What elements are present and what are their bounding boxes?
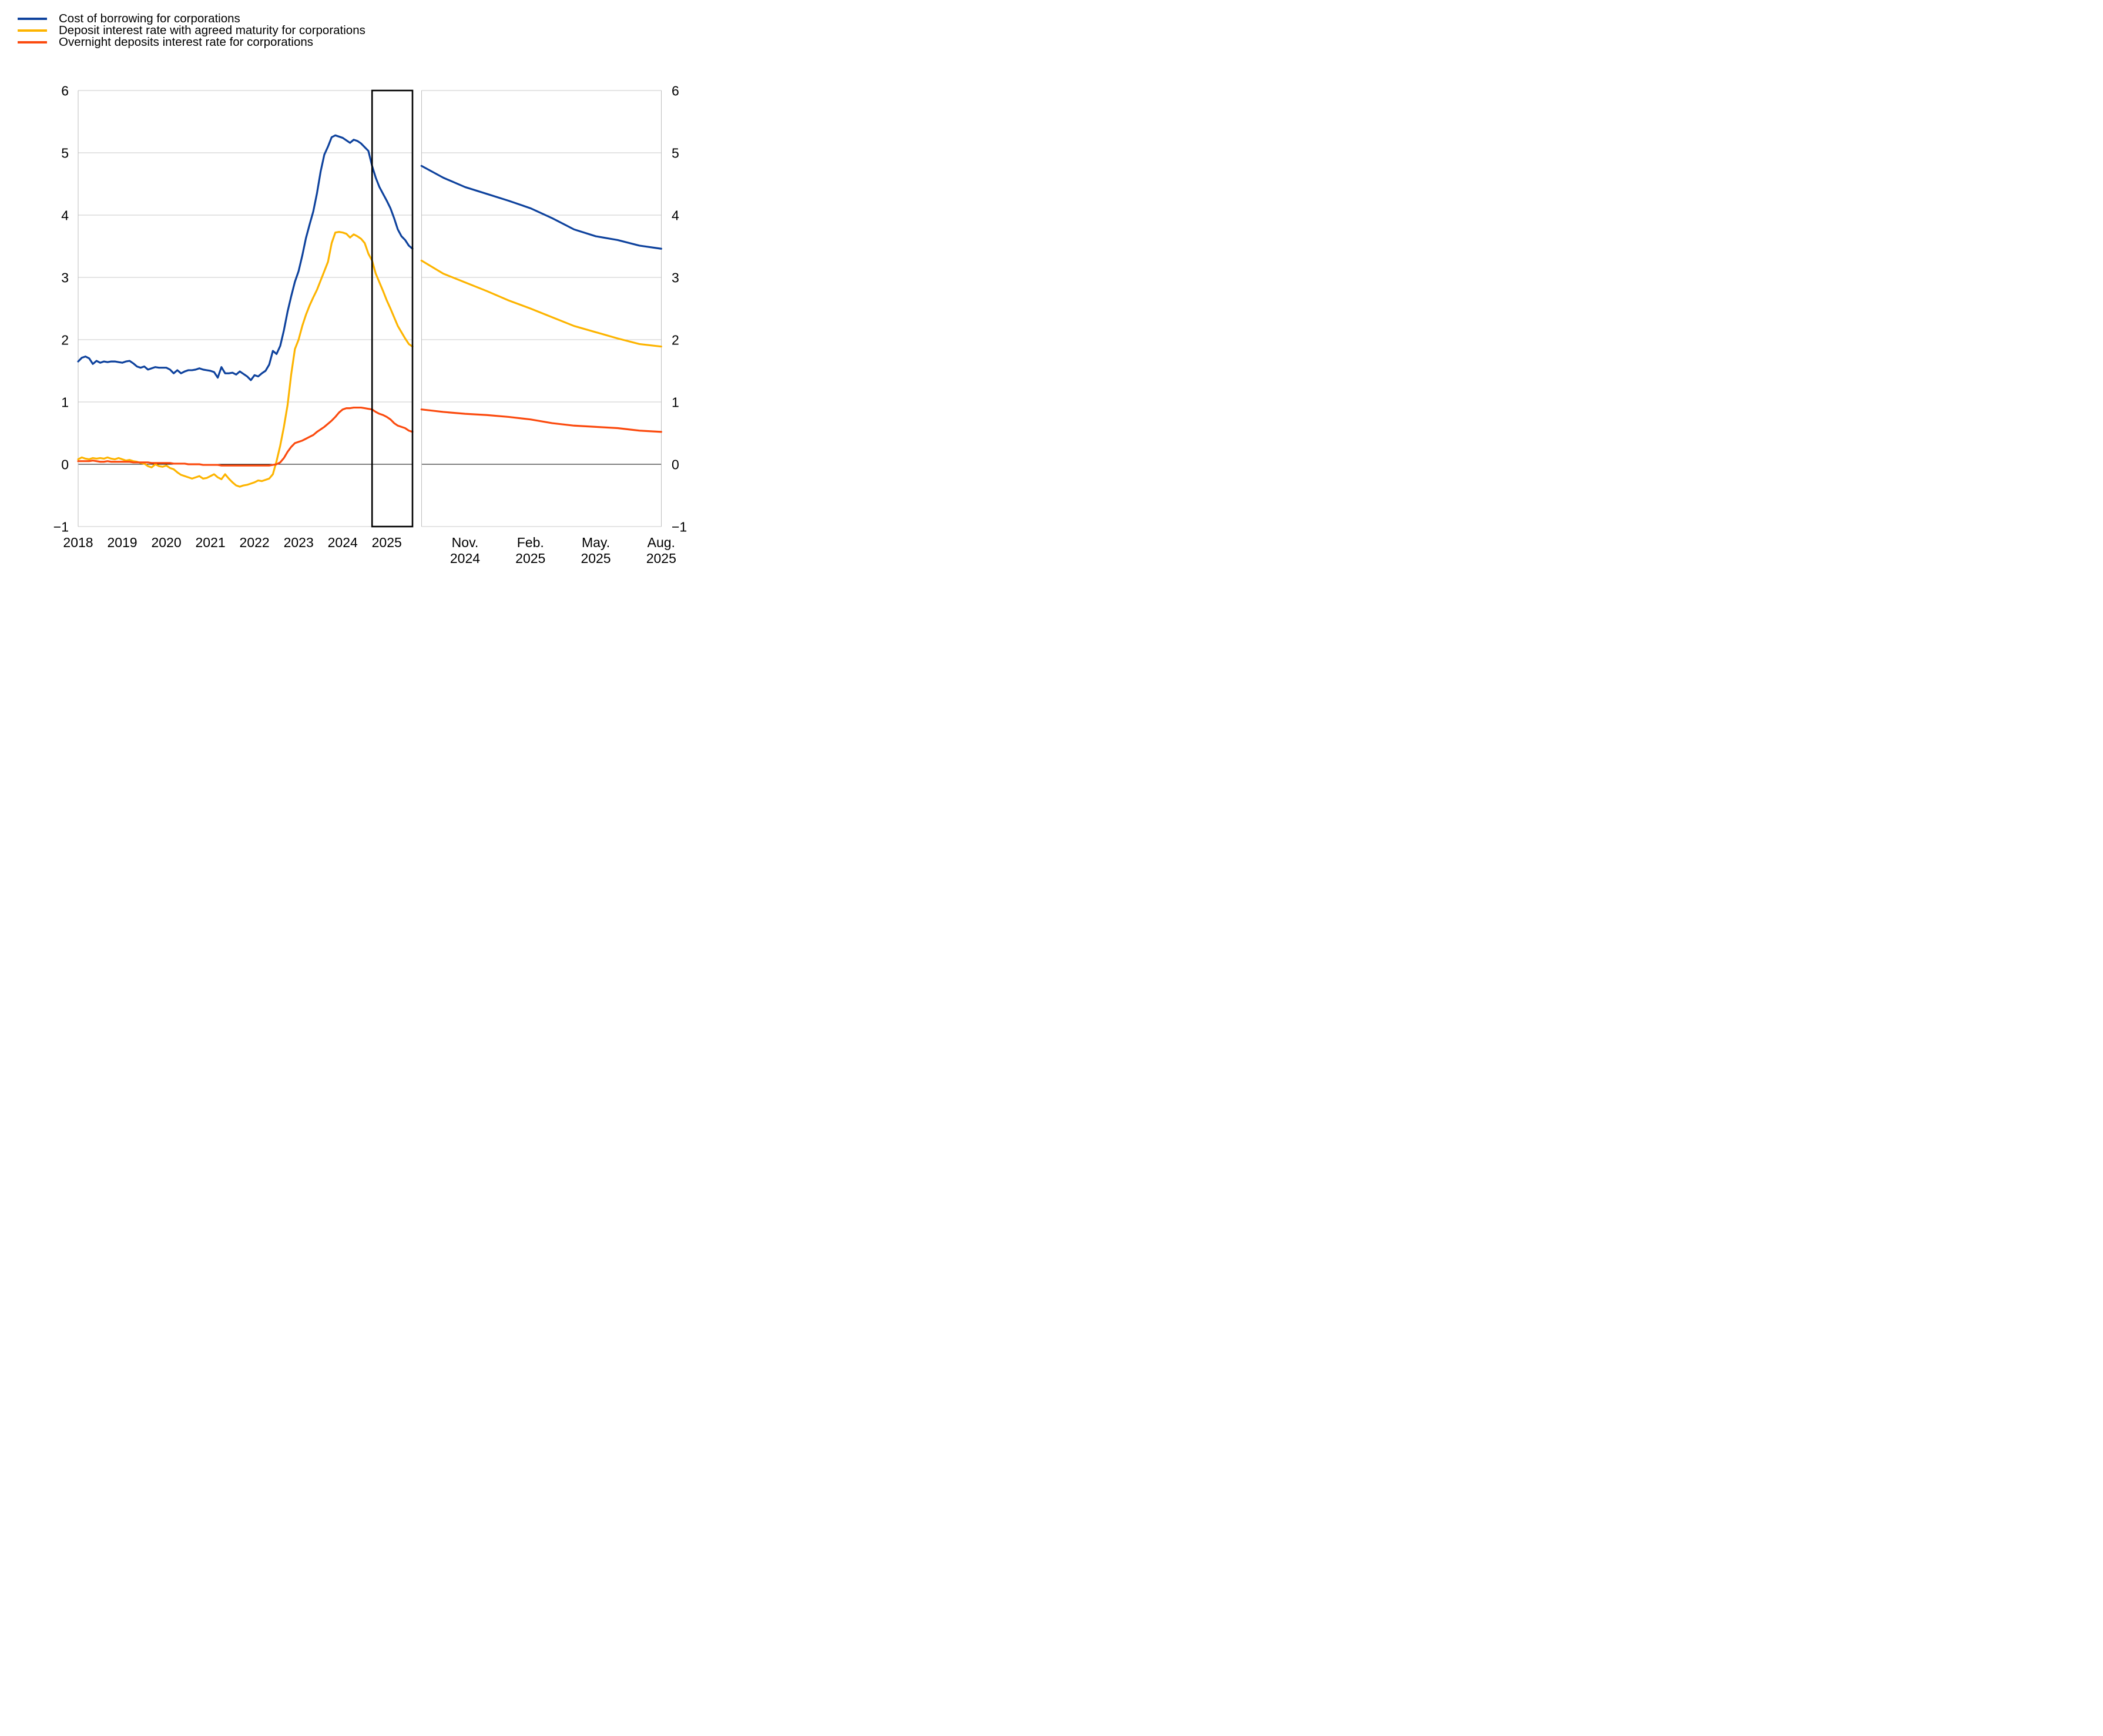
y-axis-label-left--1: −1 [53,519,69,534]
legend: Cost of borrowing for corporations Depos… [0,11,365,48]
y-axis-label-left-6: 6 [61,83,69,98]
x-axis-label-May.2025-line1: May. [582,535,610,550]
series-deposit-interest-rate-with-agreed-maturity-for-corporations-right [420,259,662,348]
x-axis-label-2023: 2023 [284,535,314,550]
x-axis-label-Nov.2024-line2: 2024 [450,551,480,566]
x-axis-label-2019: 2019 [107,535,137,550]
x-axis-label-2020: 2020 [151,535,181,550]
x-axis-label-2024: 2024 [328,535,358,550]
y-axis-label-right-5: 5 [672,145,679,160]
legend-label: Deposit interest rate with agreed maturi… [59,23,365,37]
chart-page: Cost of borrowing for corporations Depos… [0,0,701,579]
series-overnight-deposits-interest-rate-for-corporations-right [420,408,662,433]
legend-label: Cost of borrowing for corporations [59,11,240,25]
x-axis-label-Feb.2025-line2: 2025 [515,551,545,566]
x-axis-label-2018: 2018 [63,535,93,550]
y-axis-label-left-0: 0 [61,457,69,472]
x-axis-label-2021: 2021 [196,535,226,550]
x-axis-label-Nov.2024-line1: Nov. [452,535,479,550]
legend-swatch-yellow-icon [18,29,47,32]
y-axis-label-left-4: 4 [61,207,69,223]
y-axis-label-left-5: 5 [61,145,69,160]
y-axis-label-left-3: 3 [61,270,69,285]
legend-item-cost-of-borrowing: Cost of borrowing for corporations [0,11,365,25]
x-axis-label-Aug.2025-line2: 2025 [646,551,676,566]
y-axis-label-right-1: 1 [672,394,679,410]
y-axis-label-left-2: 2 [61,332,69,347]
highlight-window-rect [371,89,414,528]
x-axis-label-2025: 2025 [372,535,402,550]
y-axis-label-left-1: 1 [61,394,69,410]
x-axis-label-2022: 2022 [240,535,270,550]
legend-swatch-red-icon [18,41,47,44]
legend-item-overnight-deposits: Overnight deposits interest rate for cor… [0,36,365,48]
legend-item-deposit-agreed-maturity: Deposit interest rate with agreed maturi… [0,23,365,37]
x-axis-label-Aug.2025-line1: Aug. [648,535,675,550]
series-deposit-interest-rate-with-agreed-maturity-for-corporations-left [77,231,414,488]
y-axis-label-right-2: 2 [672,332,679,347]
series-overnight-deposits-interest-rate-for-corporations-left [77,406,414,467]
y-axis-label-right-4: 4 [672,207,679,223]
y-axis-label-right-0: 0 [672,457,679,472]
series-cost-of-borrowing-for-corporations-right [420,165,662,250]
x-axis-label-Feb.2025-line1: Feb. [517,535,544,550]
y-axis-label-right-6: 6 [672,83,679,98]
legend-swatch-blue-icon [18,17,47,21]
y-axis-label-right-3: 3 [672,270,679,285]
x-axis-label-May.2025-line2: 2025 [581,551,611,566]
y-axis-label-right--1: −1 [672,519,687,534]
legend-label: Overnight deposits interest rate for cor… [59,35,313,49]
series-cost-of-borrowing-for-corporations-left [77,134,414,381]
